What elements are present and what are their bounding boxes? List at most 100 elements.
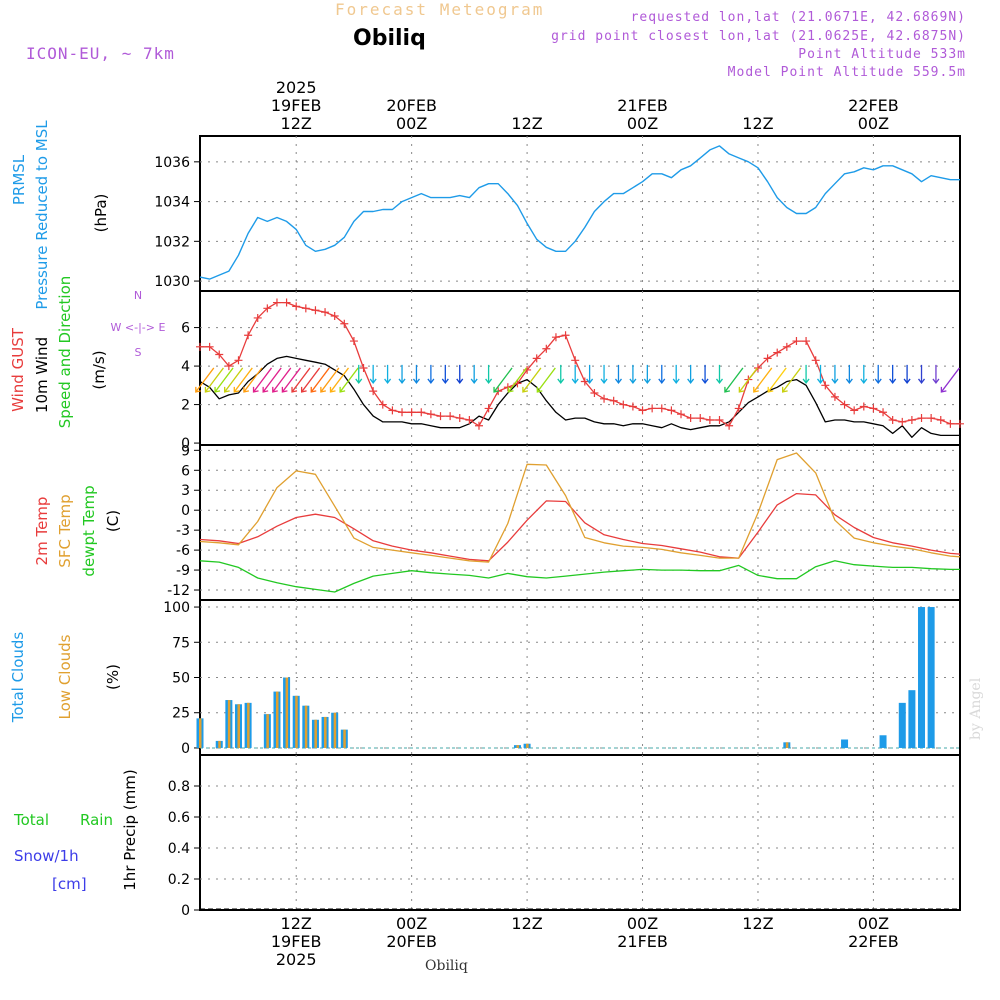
- top-time-label: 12Z: [742, 114, 773, 133]
- gust-marker: [802, 337, 811, 346]
- gust-marker: [244, 331, 253, 340]
- wind-barb: [940, 367, 960, 393]
- top-time-label: 12Z: [281, 114, 312, 133]
- precip-ytick-label: 0.2: [168, 872, 190, 888]
- footer-station: Obiliq: [425, 958, 468, 974]
- top-time-label: 12Z: [511, 114, 542, 133]
- t2m-label: 2m Temp: [33, 497, 51, 566]
- precip-cm-label: [cm]: [52, 875, 87, 893]
- dewpoint-line: [199, 560, 960, 593]
- station-name: Obiliq: [353, 26, 426, 51]
- gust-marker: [580, 377, 589, 386]
- wind-ytick-label: 0: [181, 436, 190, 452]
- total-clouds-label: Total Clouds: [9, 632, 27, 724]
- top-time-label: 22FEB: [848, 96, 899, 115]
- gust-marker: [725, 421, 734, 430]
- gust-marker: [436, 412, 445, 421]
- low-cloud-bar: [304, 705, 308, 748]
- gust-marker: [465, 415, 474, 424]
- wind-barb: [715, 364, 724, 385]
- wind-barb: [329, 367, 350, 393]
- top-time-label: 20FEB: [386, 96, 437, 115]
- precip-snow-label: Snow/1h: [14, 847, 79, 865]
- gust-marker: [311, 306, 320, 315]
- pressure-ytick-label: 1036: [154, 155, 190, 171]
- gust-marker: [407, 408, 416, 417]
- precip-total-label: Total: [13, 811, 49, 829]
- gust-marker: [667, 406, 676, 415]
- compass-north: N: [134, 289, 142, 302]
- low-cloud-bar: [785, 742, 789, 748]
- wind-barb: [485, 364, 493, 385]
- gust-marker: [869, 404, 878, 413]
- bottom-time-label: 00Z: [858, 914, 889, 933]
- pressure-ytick-label: 1032: [154, 234, 190, 250]
- wind-barb: [320, 367, 340, 393]
- gust-marker: [946, 419, 955, 428]
- wind-barb: [441, 364, 449, 385]
- gust-marker: [205, 342, 214, 351]
- wind-barb: [753, 367, 773, 393]
- wind-barb: [262, 367, 282, 393]
- wind-barb: [889, 364, 897, 385]
- gust-marker: [609, 396, 618, 405]
- wind-barb: [536, 367, 556, 393]
- low-cloud-bar: [218, 740, 221, 748]
- gust-marker: [657, 404, 666, 413]
- top-time-label: 00Z: [396, 114, 427, 133]
- wind-barb: [214, 367, 234, 393]
- wind-speed-label: Speed and Direction: [56, 276, 74, 429]
- low-cloud-bar: [227, 700, 231, 748]
- bottom-time-label: 20FEB: [386, 932, 437, 951]
- gust-marker: [773, 348, 782, 357]
- wind-barb: [816, 364, 825, 385]
- wind-barb: [932, 364, 940, 385]
- wind-barb: [860, 364, 868, 385]
- gust-marker: [571, 356, 580, 365]
- compass-west-east: W <-|-> E: [111, 321, 166, 334]
- low-cloud-bar: [526, 743, 529, 748]
- model-label: ICON-EU, ~ 7km: [26, 44, 175, 63]
- gust-marker: [349, 337, 358, 346]
- gust-marker: [811, 356, 820, 365]
- gust-marker: [196, 342, 204, 351]
- wind-barb: [629, 364, 637, 385]
- wind10m-label: 10m Wind: [33, 337, 51, 413]
- gust-marker: [648, 404, 657, 413]
- wind-barb: [412, 364, 420, 385]
- low-cloud-bar: [199, 718, 202, 748]
- gust-label: Wind GUST: [9, 327, 27, 412]
- gust-marker: [330, 312, 339, 321]
- total-cloud-bar: [927, 607, 935, 748]
- gust-marker: [734, 404, 743, 413]
- gust-marker: [628, 402, 637, 411]
- gust-marker: [850, 406, 859, 415]
- low-cloud-bar: [333, 712, 337, 748]
- gust-marker: [272, 298, 281, 307]
- gust-marker: [879, 408, 888, 417]
- gust-marker: [321, 308, 330, 317]
- gust-marker: [215, 350, 224, 359]
- wind-unit: (m/s): [90, 350, 108, 389]
- wind-barb: [600, 364, 608, 385]
- low-cloud-bar: [324, 716, 327, 748]
- top-time-label: 21FEB: [617, 96, 668, 115]
- top-time-label: 2025: [276, 78, 317, 97]
- wind-barb: [672, 364, 680, 385]
- gust-marker: [898, 417, 907, 426]
- sfc-temp-label: SFC Temp: [56, 494, 74, 567]
- gust-line: [200, 301, 960, 427]
- pressure-panel: 1030 1032 1034 1036: [154, 135, 961, 292]
- clouds-ytick-label: 0: [181, 741, 190, 757]
- prmsl-line: [199, 145, 960, 280]
- gust-marker: [907, 415, 916, 424]
- wind-barb: [233, 367, 253, 393]
- wind-barb: [724, 367, 744, 393]
- wind-barb: [300, 367, 321, 393]
- precip-axis-label: 1hr Precip (mm): [121, 769, 139, 890]
- wind-barb: [658, 364, 666, 385]
- grid-point-location: grid point closest lon,lat (21.0625E, 42…: [551, 29, 966, 44]
- wind-barb: [195, 367, 215, 393]
- wind-barb: [571, 364, 579, 385]
- wind10m-line: [199, 355, 960, 438]
